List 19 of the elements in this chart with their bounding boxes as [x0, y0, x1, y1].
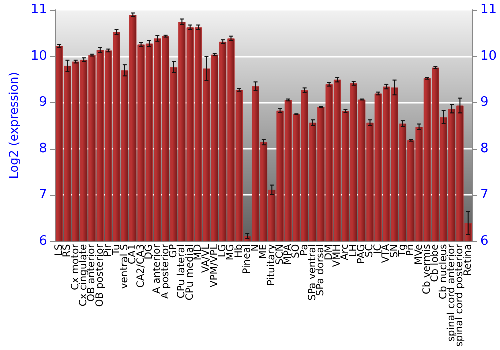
y-tick-label: 11: [30, 2, 48, 18]
x-tick-label: Tg: [397, 244, 408, 258]
y2-tick-label: 9: [480, 95, 489, 110]
y-tick-label: 8: [39, 141, 48, 156]
y2-tick-label: 6: [480, 234, 489, 249]
y2-tick-label: 11: [480, 2, 498, 18]
y2-tick-label: 8: [480, 141, 489, 156]
y2-tick-label: 7: [480, 188, 489, 203]
y-tick-label: 10: [30, 48, 48, 64]
x-tick-label: OB posterior: [94, 243, 106, 308]
y2-tick-label: 10: [480, 48, 498, 64]
x-tick-label: A posterior: [160, 243, 172, 300]
y-axis-title: Log2 (expression): [7, 72, 21, 180]
x-tick-label: Pituitary: [266, 244, 278, 286]
y-tick-label: 6: [39, 234, 48, 249]
x-tick-label: Retina: [462, 244, 474, 276]
x-tick-label: ME: [258, 244, 270, 260]
y-tick-label: 7: [39, 188, 48, 203]
y-tick-label: 9: [39, 95, 48, 110]
